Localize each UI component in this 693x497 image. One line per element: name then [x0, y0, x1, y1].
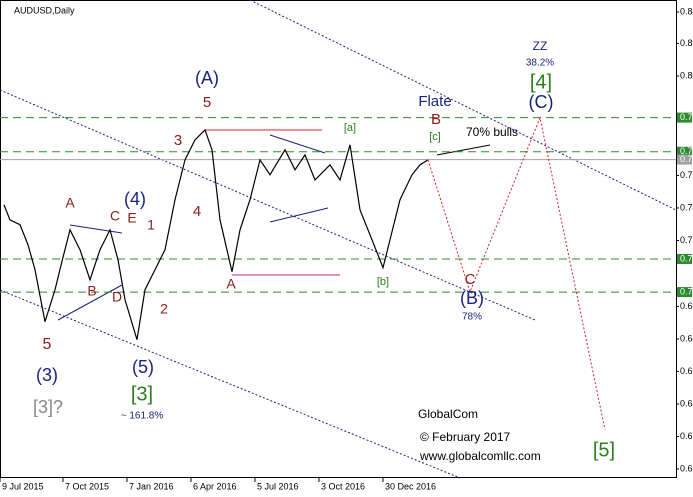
wave-label: C: [465, 271, 476, 288]
wave-label: E: [127, 210, 136, 226]
wave-label: C: [110, 208, 120, 224]
wave-line: [269, 207, 329, 223]
y-tick-label: 0.76156: [680, 170, 693, 180]
x-tick-label: 5 Jul 2016: [257, 481, 299, 491]
level-label-bg: [677, 146, 692, 157]
y-tick-label: 0.74581: [680, 202, 693, 212]
wave-label: 1: [147, 217, 155, 233]
wave-label: (A): [195, 68, 219, 88]
wave-label: A: [226, 276, 236, 292]
wave-label: 5: [203, 94, 211, 111]
wave-line: [69, 224, 123, 234]
y-tick-label: 0.66661: [680, 366, 693, 376]
y-tick-label: 0.65086: [680, 398, 693, 408]
x-tick-label: 30 Dec 2016: [385, 481, 436, 491]
y-tick-label: 0.80975: [680, 70, 693, 80]
wave-label: (B): [460, 288, 484, 308]
channel-lines: [0, 0, 677, 479]
wave-line: [57, 284, 123, 321]
channel-line: [0, 289, 461, 479]
price-line: [3, 128, 429, 340]
wave-label: [c]: [429, 131, 441, 143]
wave-label: [3]: [131, 383, 153, 405]
level-label: 0.70506: [680, 286, 693, 296]
pointer-line: [436, 144, 491, 156]
y-tick-label: 0.61936: [680, 463, 693, 473]
channel-line: [0, 89, 536, 321]
wave-label: [4]: [530, 71, 552, 93]
level-label: 0.77303: [680, 146, 693, 156]
wave-label: ~ 161.8%: [121, 411, 164, 422]
wave-label: [a]: [344, 122, 356, 134]
level-label-bg: [677, 287, 692, 298]
wave-label: Flate: [418, 93, 451, 110]
wave-label: © February 2017: [420, 430, 511, 444]
y-tick-label: 0.82551: [680, 38, 693, 48]
x-tick-label: 9 Jul 2015: [2, 481, 44, 491]
wave-label: [3]?: [33, 397, 63, 417]
wave-label: www.globalcomllc.com: [419, 449, 541, 463]
wave-label: [b]: [377, 276, 389, 288]
wave-label: 2: [160, 301, 168, 317]
y-tick-label: 0.73006: [680, 235, 693, 245]
y-tick-label: 0.63511: [680, 431, 693, 441]
wave-label: (4): [124, 189, 146, 209]
level-label: 0.78959: [680, 112, 693, 122]
x-tick-label: 3 Oct 2016: [321, 481, 365, 491]
x-tick-label: 7 Jan 2016: [129, 481, 174, 491]
y-tick-label: 0.68236: [680, 333, 693, 343]
level-label: 0.72108: [680, 253, 693, 263]
wave-label: (C): [529, 92, 554, 112]
wave-label: 4: [193, 203, 201, 220]
wave-label: 70% bulls: [466, 125, 518, 139]
wave-label: B: [87, 283, 96, 299]
level-label: 0.76926: [680, 154, 693, 164]
wave-label: GlobalCom: [418, 407, 478, 421]
wave-label: B: [431, 111, 441, 128]
wave-label: (3): [36, 365, 58, 385]
wave-label: ZZ: [533, 39, 548, 53]
price-line: [427, 116, 606, 430]
y-tick-label: 0.84075: [680, 6, 693, 16]
wave-label: A: [65, 195, 75, 211]
chart-title: AUDUSD,Daily: [14, 5, 75, 15]
wave-line: [269, 134, 326, 154]
y-tick-label: 0.69811: [680, 301, 693, 311]
wave-label: 38.2%: [526, 58, 554, 69]
wave-label: 5: [43, 336, 52, 353]
plot-frame: [0, 0, 677, 478]
wave-label: 78%: [462, 312, 482, 323]
x-tick-label: 7 Oct 2015: [65, 481, 109, 491]
level-label-bg: [677, 254, 692, 265]
wave-label: 3: [174, 132, 182, 149]
wave-label: [5]: [593, 439, 615, 461]
channel-line: [249, 0, 677, 211]
wave-label: (5): [132, 357, 154, 377]
level-label-bg: [677, 154, 692, 165]
wave-label: D: [112, 289, 122, 305]
x-tick-label: 6 Apr 2016: [193, 481, 237, 491]
level-label-bg: [677, 112, 692, 123]
